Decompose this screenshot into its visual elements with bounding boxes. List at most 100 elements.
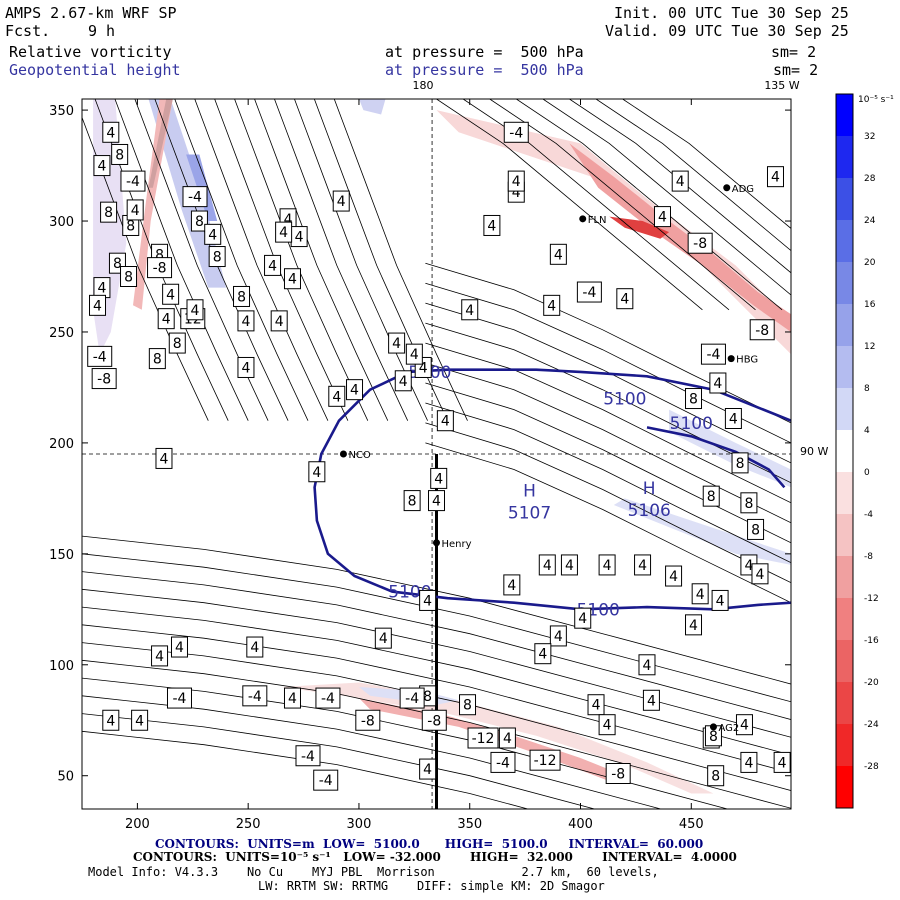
colorbar-tick-label: -4 xyxy=(864,510,873,520)
vorticity-contour-line xyxy=(274,99,409,421)
vorticity-contour-line xyxy=(82,730,530,809)
vorticity-label: -8 xyxy=(611,767,625,783)
vorticity-label-box xyxy=(685,614,703,636)
vorticity-label-box xyxy=(560,554,578,576)
vorticity-contour-line xyxy=(595,99,791,252)
vorticity-label-box xyxy=(702,485,720,507)
vorticity-label-box xyxy=(598,554,616,576)
vorticity-label: 4 xyxy=(441,414,450,430)
vorticity-label: 4 xyxy=(507,578,516,594)
vorticity-label-box xyxy=(634,554,652,576)
colorbar-segment xyxy=(836,472,853,515)
vorticity-label: 4 xyxy=(729,412,738,428)
vorticity-label-box xyxy=(653,206,671,228)
init-time: Init. 00 UTC Tue 30 Sep 25 xyxy=(614,4,849,22)
vorticity-label-box xyxy=(483,214,501,236)
vorticity-label: -8 xyxy=(97,372,111,388)
vorticity-label: 4 xyxy=(350,383,359,399)
field2-level: at pressure = 500 hPa xyxy=(385,61,584,79)
vorticity-contour-line xyxy=(82,588,791,738)
vorticity-label-box xyxy=(687,232,713,254)
colorbar-segment xyxy=(836,724,853,767)
forecast-label: Fcst. xyxy=(5,22,51,40)
vorticity-label: -4 xyxy=(496,755,510,771)
colorbar-tick-label: -16 xyxy=(864,636,879,646)
vorticity-label-box xyxy=(642,689,660,711)
vorticity-contour-line xyxy=(82,571,791,720)
station-marker xyxy=(723,184,731,192)
vorticity-label: 8 xyxy=(124,270,133,286)
height-contours xyxy=(313,368,791,611)
station-label: NCO xyxy=(348,450,370,461)
vorticity-label-box xyxy=(419,589,437,611)
vorticity-label: 4 xyxy=(744,558,753,574)
vorticity-label-box xyxy=(421,709,447,731)
vorticity-label: 4 xyxy=(399,374,408,390)
y-tick-label: 200 xyxy=(49,437,74,452)
vorticity-label: 4 xyxy=(554,247,563,263)
vorticity-label: 4 xyxy=(208,227,217,243)
vorticity-label-box xyxy=(724,408,742,429)
vorticity-label-box xyxy=(295,745,321,767)
colorbar-segment xyxy=(836,766,853,809)
vorticity-label-box xyxy=(700,343,726,365)
vorticity-label: 4 xyxy=(603,718,612,734)
y-tick-label: 300 xyxy=(49,215,74,230)
vorticity-label: 4 xyxy=(155,649,164,665)
valid-time: Valid. 09 UTC Tue 30 Sep 25 xyxy=(605,22,849,40)
vorticity-label: 4 xyxy=(379,631,388,647)
high-marker: H xyxy=(523,481,536,501)
high-value: 5106 xyxy=(628,501,671,521)
vorticity-label-box xyxy=(747,518,765,540)
vorticity-label: -4 xyxy=(173,691,187,707)
vorticity-label: 8 xyxy=(751,522,760,538)
vorticity-label-box xyxy=(529,749,561,771)
vorticity-contour-line xyxy=(333,99,468,421)
vorticity-label: -12 xyxy=(534,753,557,769)
vorticity-label-box xyxy=(461,299,479,321)
stations: NCO Henry AG2 HBG FLN ADG xyxy=(339,184,758,734)
vorticity-label-box xyxy=(394,370,412,392)
vorticity-contour-line xyxy=(82,713,597,809)
vorticity-label: -4 xyxy=(188,190,202,206)
vorticity-label-box xyxy=(283,268,301,290)
height-contour-info: CONTOURS: UNITS=m LOW= 5100.0 HIGH= 5100… xyxy=(155,837,704,851)
contour-labels: 51005100510051005100H5107H5106448-48848-… xyxy=(87,121,791,791)
vorticity-band xyxy=(569,143,791,332)
vorticity-label-box xyxy=(498,727,516,749)
vorticity-label: 8 xyxy=(463,698,472,714)
vorticity-label-box xyxy=(399,687,425,709)
vorticity-label-box xyxy=(709,372,727,394)
model-title: AMPS 2.67-km WRF SP xyxy=(5,4,177,22)
colorbar-tick-label: -28 xyxy=(864,762,879,772)
vorticity-label-box xyxy=(208,246,226,268)
vorticity-label: -4 xyxy=(126,174,140,190)
vorticity-band xyxy=(148,99,173,188)
vorticity-label-box xyxy=(436,410,454,432)
vorticity-label: 4 xyxy=(543,558,552,574)
vorticity-label-box xyxy=(430,467,448,489)
station-marker xyxy=(433,539,440,547)
vorticity-label-box xyxy=(162,283,180,305)
vorticity-label: 4 xyxy=(160,451,169,467)
vorticity-label: 4 xyxy=(771,170,780,186)
vorticity-label-box xyxy=(388,332,406,354)
vorticity-label-box xyxy=(638,654,656,676)
vorticity-contour-line xyxy=(542,99,791,296)
vorticity-label-box xyxy=(182,186,208,208)
vorticity-label: 8 xyxy=(711,769,720,785)
height-contour-5100 xyxy=(407,368,791,422)
field1-level: at pressure = 500 hPa xyxy=(385,43,584,61)
vorticity-label: -4 xyxy=(405,691,419,707)
station-marker xyxy=(579,215,587,223)
vorticity-label: 4 xyxy=(547,298,556,314)
lat-90w-label: 90 W xyxy=(800,445,828,458)
vorticity-label: 8 xyxy=(195,214,204,230)
vorticity-label-box xyxy=(543,294,561,316)
vorticity-label-box xyxy=(237,310,255,332)
vorticity-label: 4 xyxy=(638,558,647,574)
colorbar-segment xyxy=(836,262,853,305)
vorticity-label: -4 xyxy=(582,285,596,301)
vorticity-label: 8 xyxy=(173,336,182,352)
